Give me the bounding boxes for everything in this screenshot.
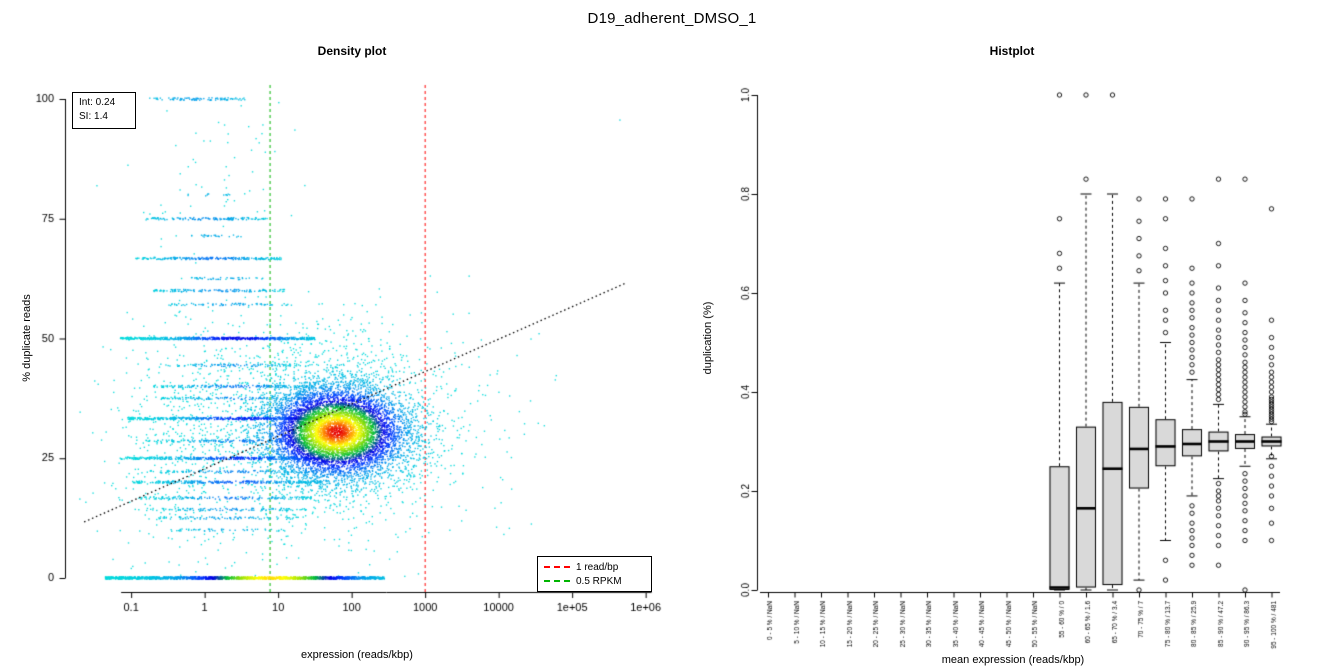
legend-entry-1readbp: 1 read/bp [544, 560, 645, 574]
density-x-axis-label: expression (reads/kbp) [301, 649, 413, 661]
legend-label-1readbp: 1 read/bp [576, 561, 619, 573]
fit-stats-intercept: Int: 0.24 [79, 97, 116, 108]
green-dashed-line-sample [544, 580, 570, 582]
fit-stats-slope: SI: 1.4 [79, 111, 108, 122]
legend-label-05rpkm: 0.5 RPKM [576, 575, 622, 587]
red-dashed-line-sample [544, 566, 570, 568]
density-plot-title: Density plot [317, 44, 387, 58]
histplot-x-axis-label: mean expression (reads/kbp) [941, 654, 1085, 666]
legend-entry-05rpkm: 0.5 RPKM [544, 574, 645, 588]
density-legend: 1 read/bp 0.5 RPKM [537, 556, 652, 592]
density-y-axis-label: % duplicate reads [21, 294, 33, 382]
histplot-title: Histplot [989, 44, 1035, 58]
fit-stats-box: Int: 0.24 SI: 1.4 [72, 92, 136, 129]
main-title: D19_adherent_DMSO_1 [587, 10, 757, 27]
histplot-y-axis-label: duplication (%) [702, 301, 714, 375]
